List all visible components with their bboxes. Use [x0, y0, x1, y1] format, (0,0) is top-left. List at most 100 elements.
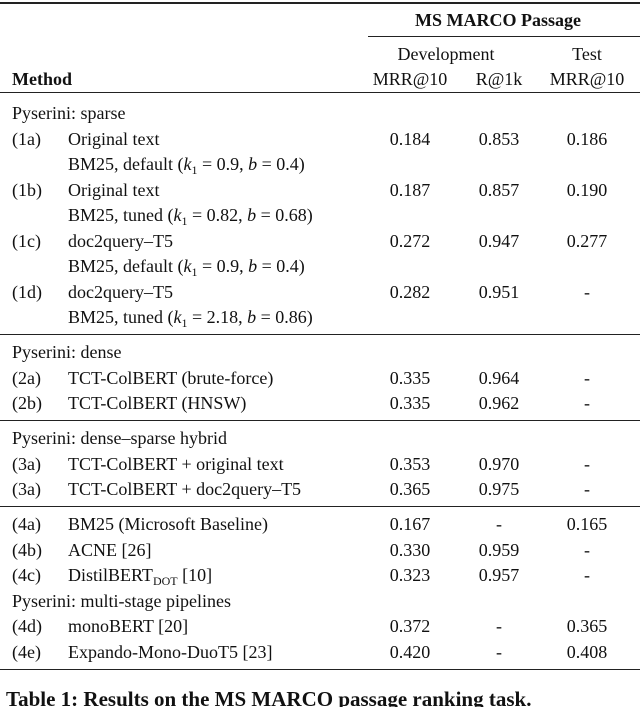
text-segment: monoBERT [20] — [68, 616, 189, 636]
text-segment: = 0.68) — [256, 205, 313, 225]
math-var: b — [248, 154, 258, 174]
text-segment: TCT-ColBERT + doc2query–T5 — [68, 479, 302, 499]
subscript: DOT — [152, 574, 178, 588]
cell-value: - — [584, 453, 590, 474]
cell-value: - — [584, 539, 590, 560]
row-id: (1b) — [12, 179, 42, 200]
text-segment: TCT-ColBERT + original text — [68, 453, 284, 474]
method-line: BM25, tuned (k1 = 2.18, b = 0.86) — [68, 306, 313, 334]
cell-value: 0.335 — [389, 393, 431, 413]
cell-value: 0.335 — [389, 367, 431, 388]
method-line: BM25, default (k1 = 0.9, b = 0.4) — [68, 153, 305, 181]
row-id: (4c) — [12, 565, 41, 585]
cell-value: 0.420 — [389, 641, 431, 662]
section-rule — [0, 334, 640, 335]
cell-value: - — [584, 393, 590, 413]
method-line: monoBERT [20] — [68, 615, 188, 637]
subscript: 1 — [181, 214, 188, 228]
section-heading: Pyserini: sparse — [12, 103, 126, 123]
math-var: k — [183, 154, 192, 174]
row-id: (1d) — [12, 281, 42, 302]
column-header: Method — [12, 69, 72, 89]
row-id: (1a) — [12, 128, 41, 149]
text-segment: [10] — [177, 565, 213, 585]
caption: Table 1: Results on the MS MARCO passage… — [6, 687, 532, 707]
section-rule — [0, 506, 640, 507]
section-rule — [0, 420, 640, 421]
cell-value: 0.186 — [566, 128, 608, 149]
text-segment: = 0.9, — [197, 256, 249, 276]
method-line: BM25, default (k1 = 0.9, b = 0.4) — [68, 255, 305, 283]
text-segment: ACNE [26] — [68, 539, 152, 560]
text-segment: = 0.86) — [256, 307, 313, 327]
cell-value: 0.277 — [566, 230, 608, 251]
cell-value: 0.951 — [478, 281, 520, 302]
cell-value: - — [496, 641, 502, 662]
column-header: MRR@10 — [372, 69, 448, 89]
row-id: (3a) — [12, 479, 41, 499]
text-segment: BM25, default ( — [68, 256, 184, 276]
subscript: 1 — [191, 163, 198, 177]
method-line: TCT-ColBERT (HNSW) — [68, 392, 246, 414]
text-segment: = 0.4) — [257, 256, 305, 276]
row-id: (2b) — [12, 393, 42, 413]
math-var: b — [248, 256, 258, 276]
text-segment: TCT-ColBERT (brute-force) — [68, 367, 274, 388]
method-line: TCT-ColBERT + doc2query–T5 — [68, 478, 301, 500]
text-segment: doc2query–T5 — [68, 230, 173, 251]
cell-value: 0.372 — [389, 616, 431, 636]
cell-value: - — [584, 367, 590, 388]
section-heading: Pyserini: dense–sparse hybrid — [12, 428, 227, 448]
subgroup-header: Test — [572, 44, 602, 64]
row-id: (2a) — [12, 367, 41, 388]
text-segment: = 0.82, — [187, 205, 248, 225]
cell-value: 0.330 — [389, 539, 431, 560]
cell-value: - — [496, 616, 502, 636]
cell-value: 0.857 — [478, 179, 520, 200]
subscript: 1 — [181, 316, 188, 330]
header-rule — [368, 36, 640, 37]
bottom-rule — [0, 668, 640, 670]
row-id: (4e) — [12, 641, 41, 662]
math-var: b — [247, 307, 257, 327]
text-segment: Original text — [68, 128, 160, 149]
math-var: k — [173, 307, 182, 327]
text-segment: TCT-ColBERT (HNSW) — [68, 393, 247, 413]
cell-value: 0.365 — [389, 479, 431, 499]
column-header: R@1k — [475, 69, 523, 89]
cell-value: - — [496, 514, 502, 534]
cell-value: 0.959 — [478, 539, 520, 560]
method-line: TCT-ColBERT + original text — [68, 453, 284, 475]
text-segment: DistilBERT — [68, 565, 153, 585]
group-header: MS MARCO Passage — [415, 10, 581, 30]
cell-value: 0.167 — [389, 514, 431, 534]
cell-value: 0.353 — [389, 453, 431, 474]
cell-value: 0.964 — [478, 367, 520, 388]
cell-value: 0.282 — [389, 281, 431, 302]
method-line: Original text — [68, 179, 159, 201]
row-id: (1c) — [12, 230, 41, 251]
section-heading: Pyserini: multi-stage pipelines — [12, 590, 231, 611]
text-segment: doc2query–T5 — [68, 281, 173, 302]
text-segment: BM25, default ( — [68, 154, 184, 174]
section-heading: Pyserini: dense — [12, 342, 122, 362]
row-id: (4b) — [12, 539, 42, 560]
method-line: BM25 (Microsoft Baseline) — [68, 513, 268, 535]
cell-value: 0.184 — [389, 128, 431, 149]
text-segment: BM25, tuned ( — [68, 307, 174, 327]
math-var: k — [183, 256, 192, 276]
method-line: Original text — [68, 128, 159, 150]
math-var: b — [247, 205, 257, 225]
cell-value: 0.323 — [389, 565, 431, 585]
method-line: doc2query–T5 — [68, 230, 173, 252]
cell-value: 0.957 — [478, 565, 520, 585]
row-id: (4a) — [12, 514, 41, 534]
method-line: ACNE [26] — [68, 539, 152, 561]
cell-value: 0.947 — [478, 230, 520, 251]
top-rule — [0, 2, 640, 4]
cell-value: 0.272 — [389, 230, 431, 251]
cell-value: 0.365 — [566, 616, 608, 636]
cell-value: 0.408 — [566, 641, 608, 662]
column-header: MRR@10 — [549, 69, 625, 89]
